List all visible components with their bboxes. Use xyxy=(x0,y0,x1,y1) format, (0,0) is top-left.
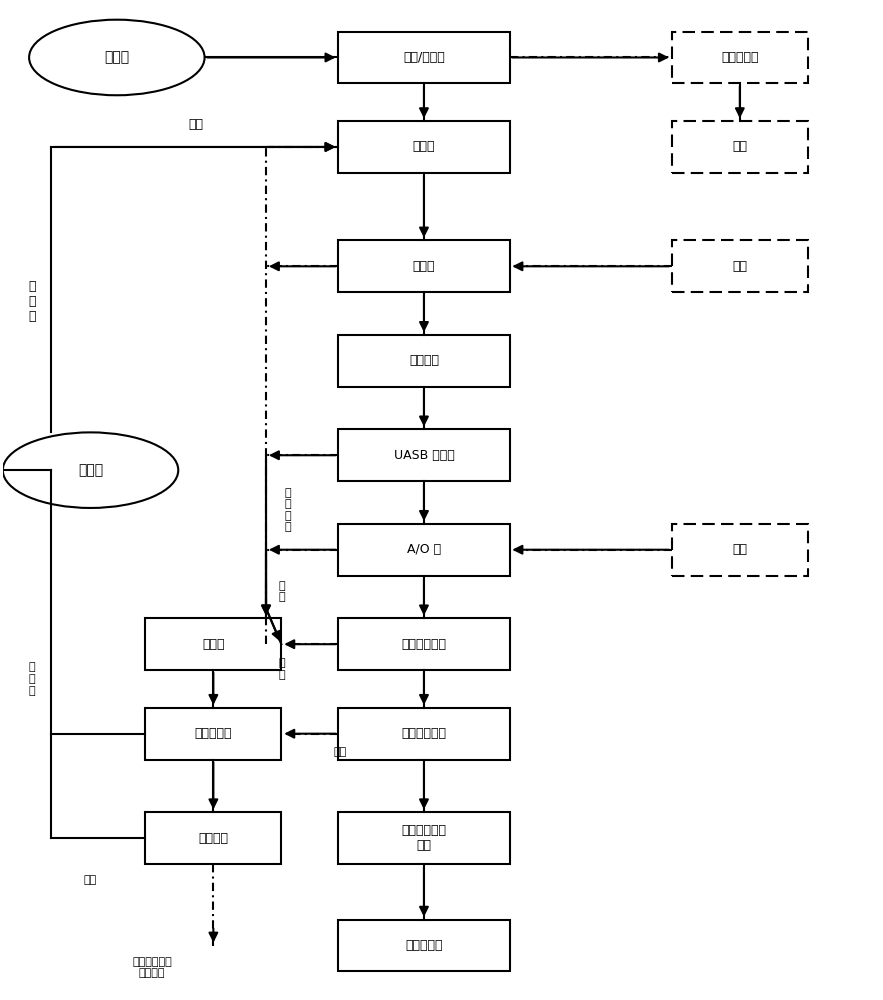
Text: 污泥: 污泥 xyxy=(188,118,203,131)
Text: 剩
余
污
泥: 剩 余 污 泥 xyxy=(284,488,291,532)
Bar xyxy=(338,524,509,576)
Text: 污泥: 污泥 xyxy=(334,747,347,757)
Text: 污泥浓缩池: 污泥浓缩池 xyxy=(194,727,232,740)
Text: 集水井: 集水井 xyxy=(78,463,103,477)
Text: 污
泥: 污 泥 xyxy=(278,581,285,602)
Bar xyxy=(146,618,282,670)
Text: 风机: 风机 xyxy=(732,543,747,556)
Bar xyxy=(338,920,509,971)
Bar xyxy=(672,121,808,173)
Text: 格栅/沉砂池: 格栅/沉砂池 xyxy=(403,51,445,64)
Text: 砂水分离器: 砂水分离器 xyxy=(721,51,758,64)
Bar xyxy=(338,121,509,173)
Text: 调节池: 调节池 xyxy=(412,140,435,153)
Text: 沉淀池: 沉淀池 xyxy=(412,260,435,273)
Bar xyxy=(338,335,509,387)
Text: 干污泥由用户
自行处置: 干污泥由用户 自行处置 xyxy=(132,957,172,978)
Bar xyxy=(338,429,509,481)
Bar xyxy=(338,32,509,83)
Text: 滤液: 滤液 xyxy=(84,875,97,885)
Bar xyxy=(672,32,808,83)
Text: 上
清
液: 上 清 液 xyxy=(28,662,35,696)
Text: 药剂: 药剂 xyxy=(732,260,747,273)
Text: 脱水机房: 脱水机房 xyxy=(199,832,229,845)
Text: 中间水池: 中间水池 xyxy=(409,354,439,367)
Text: 上
清
液: 上 清 液 xyxy=(28,280,35,323)
Bar xyxy=(338,618,509,670)
Text: 标准排放口: 标准排放口 xyxy=(405,939,442,952)
Text: 集泥井: 集泥井 xyxy=(202,638,224,651)
Bar xyxy=(338,240,509,292)
Text: A/O 池: A/O 池 xyxy=(407,543,441,556)
Text: 膜生物反应器: 膜生物反应器 xyxy=(402,638,447,651)
Bar xyxy=(672,240,808,292)
Text: 反渗透膜处理
系统: 反渗透膜处理 系统 xyxy=(402,824,447,852)
Bar xyxy=(146,812,282,864)
Text: 污
泥: 污 泥 xyxy=(278,658,285,680)
Text: 渗滤液: 渗滤液 xyxy=(104,50,130,64)
Bar xyxy=(338,812,509,864)
Bar xyxy=(146,708,282,760)
Text: UASB 反应器: UASB 反应器 xyxy=(394,449,455,462)
Text: 泥砂: 泥砂 xyxy=(732,140,747,153)
Bar xyxy=(672,524,808,576)
Bar xyxy=(338,708,509,760)
Text: 电化学反应器: 电化学反应器 xyxy=(402,727,447,740)
